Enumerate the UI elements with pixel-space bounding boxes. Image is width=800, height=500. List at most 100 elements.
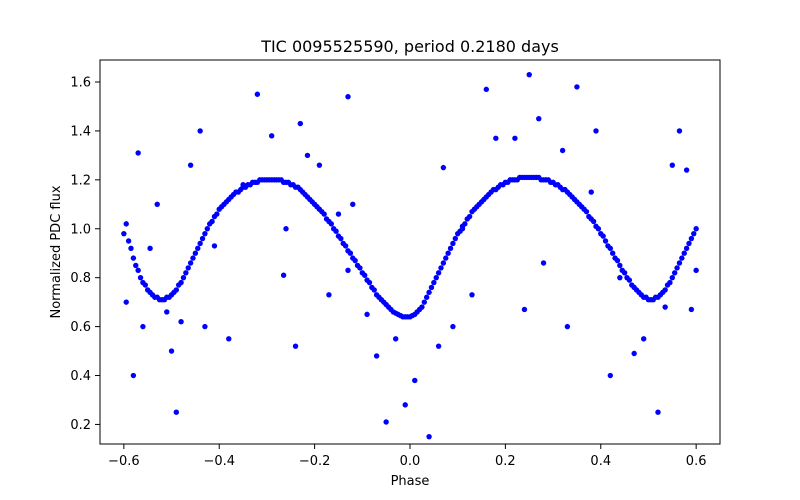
- data-point: [209, 218, 215, 225]
- data-point: [662, 304, 668, 310]
- data-point: [435, 270, 442, 276]
- data-point: [423, 294, 430, 300]
- data-point: [292, 343, 299, 349]
- data-point: [357, 265, 363, 271]
- data-point: [693, 267, 699, 274]
- data-point: [392, 336, 399, 342]
- data-point: [674, 265, 680, 271]
- x-tick-label: 0.4: [590, 454, 611, 469]
- x-tick-label: 0.6: [686, 454, 707, 469]
- data-point: [240, 182, 246, 188]
- data-point: [366, 279, 373, 286]
- x-tick-label: −0.6: [108, 454, 140, 469]
- data-point: [137, 274, 144, 281]
- data-point: [342, 243, 349, 249]
- data-point: [667, 279, 673, 286]
- data-point: [197, 128, 203, 134]
- data-point: [254, 91, 261, 97]
- data-point: [335, 211, 342, 217]
- data-point: [614, 257, 621, 264]
- data-point: [268, 133, 275, 139]
- data-point: [426, 289, 432, 296]
- data-point: [419, 304, 425, 310]
- data-point: [280, 272, 287, 278]
- data-point: [626, 277, 633, 283]
- data-point: [686, 240, 692, 247]
- data-point: [676, 260, 683, 266]
- data-point: [347, 250, 354, 256]
- data-point: [140, 323, 146, 330]
- y-tick-label: 1.6: [70, 76, 91, 91]
- data-point: [130, 255, 137, 261]
- data-point: [352, 257, 358, 264]
- data-point: [226, 336, 232, 342]
- data-point: [304, 152, 311, 159]
- data-point: [187, 162, 194, 168]
- data-point: [345, 93, 351, 100]
- data-point: [435, 343, 442, 349]
- data-point: [662, 287, 668, 293]
- data-points: [121, 71, 699, 440]
- data-point: [450, 323, 456, 330]
- data-point: [438, 265, 444, 271]
- data-point: [683, 245, 690, 252]
- data-point: [125, 238, 132, 244]
- data-point: [669, 274, 676, 281]
- data-point: [512, 135, 518, 141]
- data-point: [443, 255, 449, 261]
- data-point: [383, 419, 389, 425]
- data-point: [421, 299, 428, 305]
- data-point: [283, 226, 289, 232]
- data-point: [669, 162, 676, 168]
- data-point: [128, 245, 134, 252]
- data-point: [214, 211, 220, 217]
- data-point: [123, 221, 129, 227]
- data-point: [631, 350, 637, 357]
- data-point: [204, 226, 211, 232]
- y-tick-label: 0.4: [70, 369, 91, 384]
- data-point: [316, 162, 323, 168]
- data-point: [173, 409, 180, 415]
- data-point: [211, 243, 218, 249]
- data-point: [180, 274, 187, 281]
- y-tick-label: 1.2: [70, 173, 91, 188]
- data-point: [640, 336, 647, 342]
- x-tick-label: −0.2: [299, 454, 331, 469]
- data-point: [559, 147, 566, 154]
- data-point: [121, 230, 127, 237]
- data-point: [431, 279, 437, 286]
- y-tick-label: 1.0: [70, 222, 91, 237]
- data-point: [361, 272, 368, 278]
- y-tick-label: 1.4: [70, 124, 91, 139]
- data-point: [202, 230, 208, 237]
- x-axis: −0.6 −0.4 −0.2 0.0 0.2 0.4 0.6: [108, 444, 706, 469]
- data-point: [197, 240, 203, 247]
- data-point: [321, 211, 327, 217]
- data-point: [164, 309, 170, 315]
- data-point: [493, 135, 499, 141]
- data-point: [142, 282, 149, 288]
- data-point: [123, 299, 129, 305]
- y-tick-label: 0.2: [70, 418, 91, 433]
- data-point: [588, 189, 594, 195]
- data-point: [617, 274, 623, 281]
- data-point: [297, 120, 304, 127]
- data-point: [521, 306, 528, 313]
- data-point: [328, 221, 335, 227]
- data-point: [447, 245, 454, 252]
- data-point: [433, 274, 439, 281]
- y-tick-label: 0.8: [70, 271, 91, 286]
- data-point: [412, 377, 418, 384]
- data-point: [693, 226, 699, 232]
- data-point: [469, 292, 475, 298]
- data-point: [199, 235, 206, 242]
- data-point: [178, 279, 184, 286]
- chart-title: TIC 0095525590, period 0.2180 days: [260, 37, 559, 56]
- data-point: [133, 262, 139, 269]
- data-point: [688, 306, 695, 313]
- data-point: [195, 245, 201, 252]
- data-point: [428, 284, 435, 291]
- data-point: [691, 230, 697, 237]
